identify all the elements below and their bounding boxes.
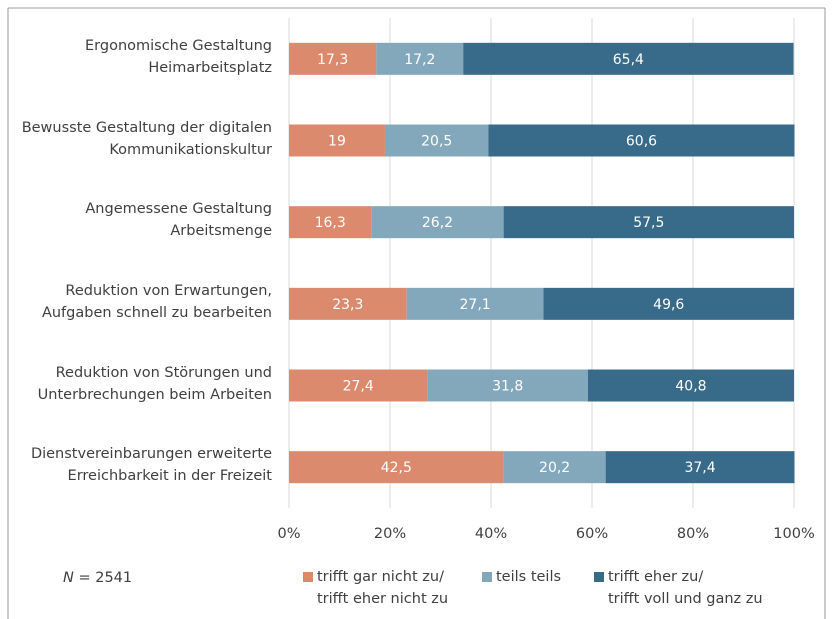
bar-segment: [376, 42, 464, 75]
category-label: Bewusste Gestaltung der digitalen Kommun…: [21, 119, 272, 158]
bar-segment: [289, 287, 407, 320]
value-label: 20,5: [421, 134, 452, 150]
value-label: 27,1: [460, 297, 491, 313]
bar-segment: [605, 451, 795, 484]
value-label: 20,2: [539, 460, 570, 476]
bar-segment: [427, 369, 588, 402]
bar-segment: [289, 124, 385, 157]
value-label: 57,5: [633, 215, 664, 231]
x-tick-label: 60%: [576, 526, 608, 542]
legend-label: trifft eher zu/ trifft voll und ganz zu: [608, 569, 763, 607]
value-label: 17,3: [317, 52, 348, 68]
bar-segment: [289, 206, 372, 239]
category-label: Angemessene Gestaltung Arbeitsmenge: [85, 201, 272, 240]
value-label: 19: [328, 134, 346, 150]
value-label: 31,8: [492, 379, 523, 395]
value-label: 23,3: [332, 297, 363, 313]
x-tick-label: 40%: [475, 526, 507, 542]
bar-segment: [371, 206, 504, 239]
bar-segment: [503, 451, 606, 484]
bar-segment: [543, 287, 794, 320]
x-tick-label: 20%: [374, 526, 406, 542]
value-label: 49,6: [653, 297, 684, 313]
note-symbol: N: [63, 570, 74, 586]
value-label: 26,2: [422, 215, 453, 231]
x-tick-label: 100%: [773, 526, 814, 542]
category-label: Reduktion von Störungen und Unterbrechun…: [37, 364, 272, 403]
category-label: Reduktion von Erwartungen, Aufgaben schn…: [41, 282, 272, 321]
value-label: 37,4: [684, 460, 715, 476]
bar-segment: [384, 124, 489, 157]
legend-swatch: [303, 572, 313, 582]
x-tick-label: 80%: [677, 526, 709, 542]
bar-segment: [289, 451, 504, 484]
legend-label: trifft gar nicht zu/ trifft eher nicht z…: [317, 569, 449, 607]
note: N = 2541: [63, 567, 132, 589]
note-text: = 2541: [78, 570, 133, 586]
x-tick-label: 0%: [277, 526, 300, 542]
bar-segment: [289, 42, 377, 75]
value-label: 27,4: [343, 379, 374, 395]
bar-segment: [503, 206, 794, 239]
value-label: 60,6: [626, 134, 657, 150]
bar-segment: [406, 287, 544, 320]
legend-swatch: [482, 572, 492, 582]
value-label: 42,5: [381, 460, 412, 476]
legend-swatch: [594, 572, 604, 582]
legend-label: teils teils: [496, 569, 562, 585]
bar-segment: [289, 369, 428, 402]
category-label: Dienstvereinbarungen erweiterte Erreichb…: [30, 446, 272, 485]
bar-segment: [488, 124, 795, 157]
value-label: 17,2: [404, 52, 435, 68]
bar-segment: [463, 42, 794, 75]
value-label: 65,4: [613, 52, 644, 68]
value-label: 40,8: [675, 379, 706, 395]
value-label: 16,3: [315, 215, 346, 231]
bar-segment: [587, 369, 794, 402]
category-label: Ergonomische Gestaltung Heimarbeitsplatz: [85, 37, 272, 76]
